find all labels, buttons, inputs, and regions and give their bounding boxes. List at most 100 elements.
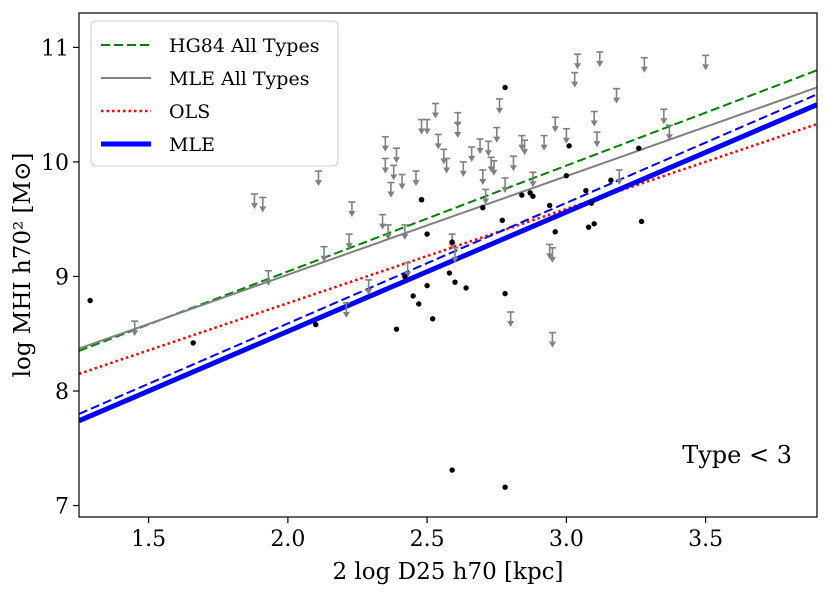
upper-limit-marker [404, 261, 412, 278]
detection-point [190, 340, 196, 346]
upper-limit-marker [320, 245, 328, 262]
upper-limit-marker [484, 140, 492, 157]
detection-point [502, 484, 508, 490]
upper-limit-marker [468, 146, 476, 163]
upper-limit-marker [551, 116, 559, 133]
y-tick-label: 9 [55, 265, 69, 290]
detection-point [638, 218, 645, 225]
upper-limit-marker [546, 243, 554, 260]
upper-limit-marker [490, 159, 498, 176]
detection-point [393, 326, 400, 332]
upper-limit-marker [451, 247, 459, 263]
detection-point [424, 282, 430, 289]
upper-limit-marker [418, 118, 426, 135]
x-tick-label: 2.5 [410, 527, 445, 552]
detection-point [410, 293, 416, 299]
detection-point [563, 172, 570, 179]
upper-limit-marker [131, 320, 139, 337]
legend: HG84 All Types MLE All Types OLS MLE [90, 20, 339, 167]
detection-point [449, 239, 455, 245]
fit-lines [79, 69, 817, 424]
y-axis-ticks: 7 8 9 10 11 [41, 36, 79, 520]
upper-limit-marker [540, 134, 548, 151]
upper-limit-marker [548, 331, 556, 348]
upper-limit-marker [431, 102, 439, 119]
upper-limit-marker [573, 53, 581, 70]
upper-limit-marker [401, 224, 409, 240]
upper-limit-marker [365, 279, 373, 295]
detection-point [313, 321, 319, 328]
detection-point [585, 224, 592, 230]
y-axis-label: log MHI h70² [M⊙] [10, 153, 36, 378]
upper-limit-marker [702, 54, 710, 71]
x-axis-ticks: 1.5 2.0 2.5 3.0 3.5 [131, 517, 723, 552]
fit-line-mle [79, 102, 817, 424]
plot-frame [78, 12, 818, 518]
upper-limit-marker [571, 71, 579, 88]
fit-line-mle-dashed [79, 93, 817, 415]
detection-point [519, 192, 525, 198]
detection-point [416, 301, 422, 307]
upper-limit-markers [131, 51, 710, 348]
x-axis-label-text: 2 log D25 h70 [kpc] [332, 559, 563, 585]
upper-limit-marker [596, 51, 604, 67]
upper-limit-marker [529, 171, 537, 188]
detection-point [566, 143, 572, 149]
detection-markers [87, 84, 645, 490]
upper-limit-marker [615, 169, 623, 185]
upper-limit-marker [443, 157, 451, 174]
detection-point [546, 202, 553, 209]
x-tick-label: 3.0 [549, 527, 584, 552]
legend-label: MLE [169, 134, 215, 156]
legend-item: HG84 All Types [101, 35, 319, 57]
upper-limit-marker [390, 164, 398, 181]
x-tick-label: 2.0 [270, 527, 305, 552]
upper-limit-marker [342, 302, 350, 318]
detection-point [480, 205, 486, 211]
upper-limit-marker [345, 233, 353, 250]
upper-limit-marker [593, 131, 601, 148]
upper-limit-marker [509, 155, 517, 172]
y-tick-label: 7 [55, 495, 69, 520]
upper-limit-marker [482, 188, 490, 205]
detection-point [583, 187, 589, 194]
detection-point [463, 285, 469, 291]
upper-limit-marker [259, 196, 267, 213]
y-tick-label: 8 [55, 380, 69, 405]
legend-label: HG84 All Types [169, 35, 319, 57]
upper-limit-marker [590, 110, 598, 127]
legend-item: MLE [101, 134, 215, 156]
detection-point [502, 290, 508, 297]
upper-limit-marker [454, 122, 462, 138]
detection-point [424, 231, 430, 237]
upper-limit-marker [387, 181, 395, 198]
upper-limit-marker [379, 213, 387, 230]
upper-limit-marker [612, 87, 620, 104]
y-tick-label: 11 [41, 36, 69, 61]
upper-limit-marker [562, 127, 570, 144]
upper-limit-marker [384, 224, 392, 240]
upper-limit-marker [660, 108, 668, 125]
legend-box [90, 20, 339, 167]
x-axis-label: 2 log D25 h70 [kpc] [332, 559, 563, 585]
upper-limit-marker [381, 135, 389, 152]
legend-items: HG84 All Types MLE All Types OLS MLE [101, 35, 319, 156]
detection-point [591, 221, 597, 227]
detection-point [530, 193, 536, 199]
detection-point [449, 467, 455, 473]
upper-limit-marker [412, 170, 420, 187]
upper-limit-marker [479, 169, 487, 185]
detection-point [418, 197, 425, 203]
type-annotation: Type < 3 [682, 441, 792, 469]
upper-limit-marker [315, 170, 323, 187]
upper-limit-marker [501, 177, 509, 193]
detection-point [87, 297, 93, 304]
fit-line-mle-all-types [79, 86, 817, 350]
upper-limit-marker [496, 98, 504, 114]
detection-point [452, 279, 458, 285]
detection-point [446, 270, 453, 276]
upper-limit-marker [493, 126, 501, 143]
y-tick-label: 10 [41, 151, 69, 176]
detection-point [499, 217, 506, 224]
upper-limit-marker [434, 133, 442, 150]
